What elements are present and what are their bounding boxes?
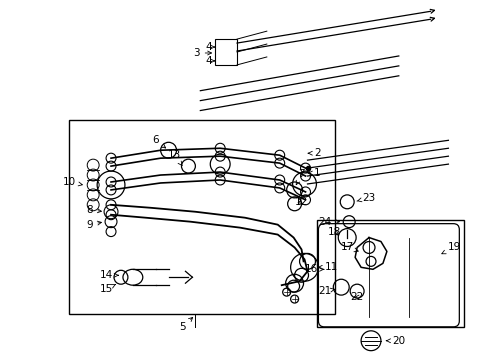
Bar (215, 39, 237, 65)
Bar (317, 220, 463, 327)
Text: 9: 9 (86, 220, 101, 230)
Text: 11: 11 (318, 262, 337, 272)
Text: 7: 7 (296, 169, 304, 185)
Text: 18: 18 (327, 226, 340, 237)
Text: 3: 3 (193, 48, 211, 58)
Text: 10: 10 (62, 177, 82, 187)
Text: 13: 13 (167, 150, 182, 166)
Bar (69, 121, 335, 314)
Text: 17: 17 (340, 243, 358, 252)
Text: 19: 19 (441, 243, 460, 254)
Text: 23: 23 (356, 193, 375, 203)
Text: 20: 20 (386, 336, 405, 346)
Text: 4: 4 (204, 56, 214, 66)
Text: 16: 16 (304, 264, 323, 274)
Text: 22: 22 (350, 292, 363, 302)
Text: 5: 5 (179, 318, 192, 332)
Text: 14: 14 (99, 270, 118, 280)
Text: 1: 1 (307, 168, 320, 178)
Text: 2: 2 (307, 148, 320, 158)
Text: 21: 21 (318, 286, 334, 296)
Text: 6: 6 (152, 135, 165, 148)
Text: 24: 24 (318, 217, 339, 227)
Text: 8: 8 (86, 205, 101, 215)
Text: 12: 12 (294, 197, 307, 207)
Text: 15: 15 (99, 284, 115, 294)
Text: 4: 4 (204, 42, 214, 52)
